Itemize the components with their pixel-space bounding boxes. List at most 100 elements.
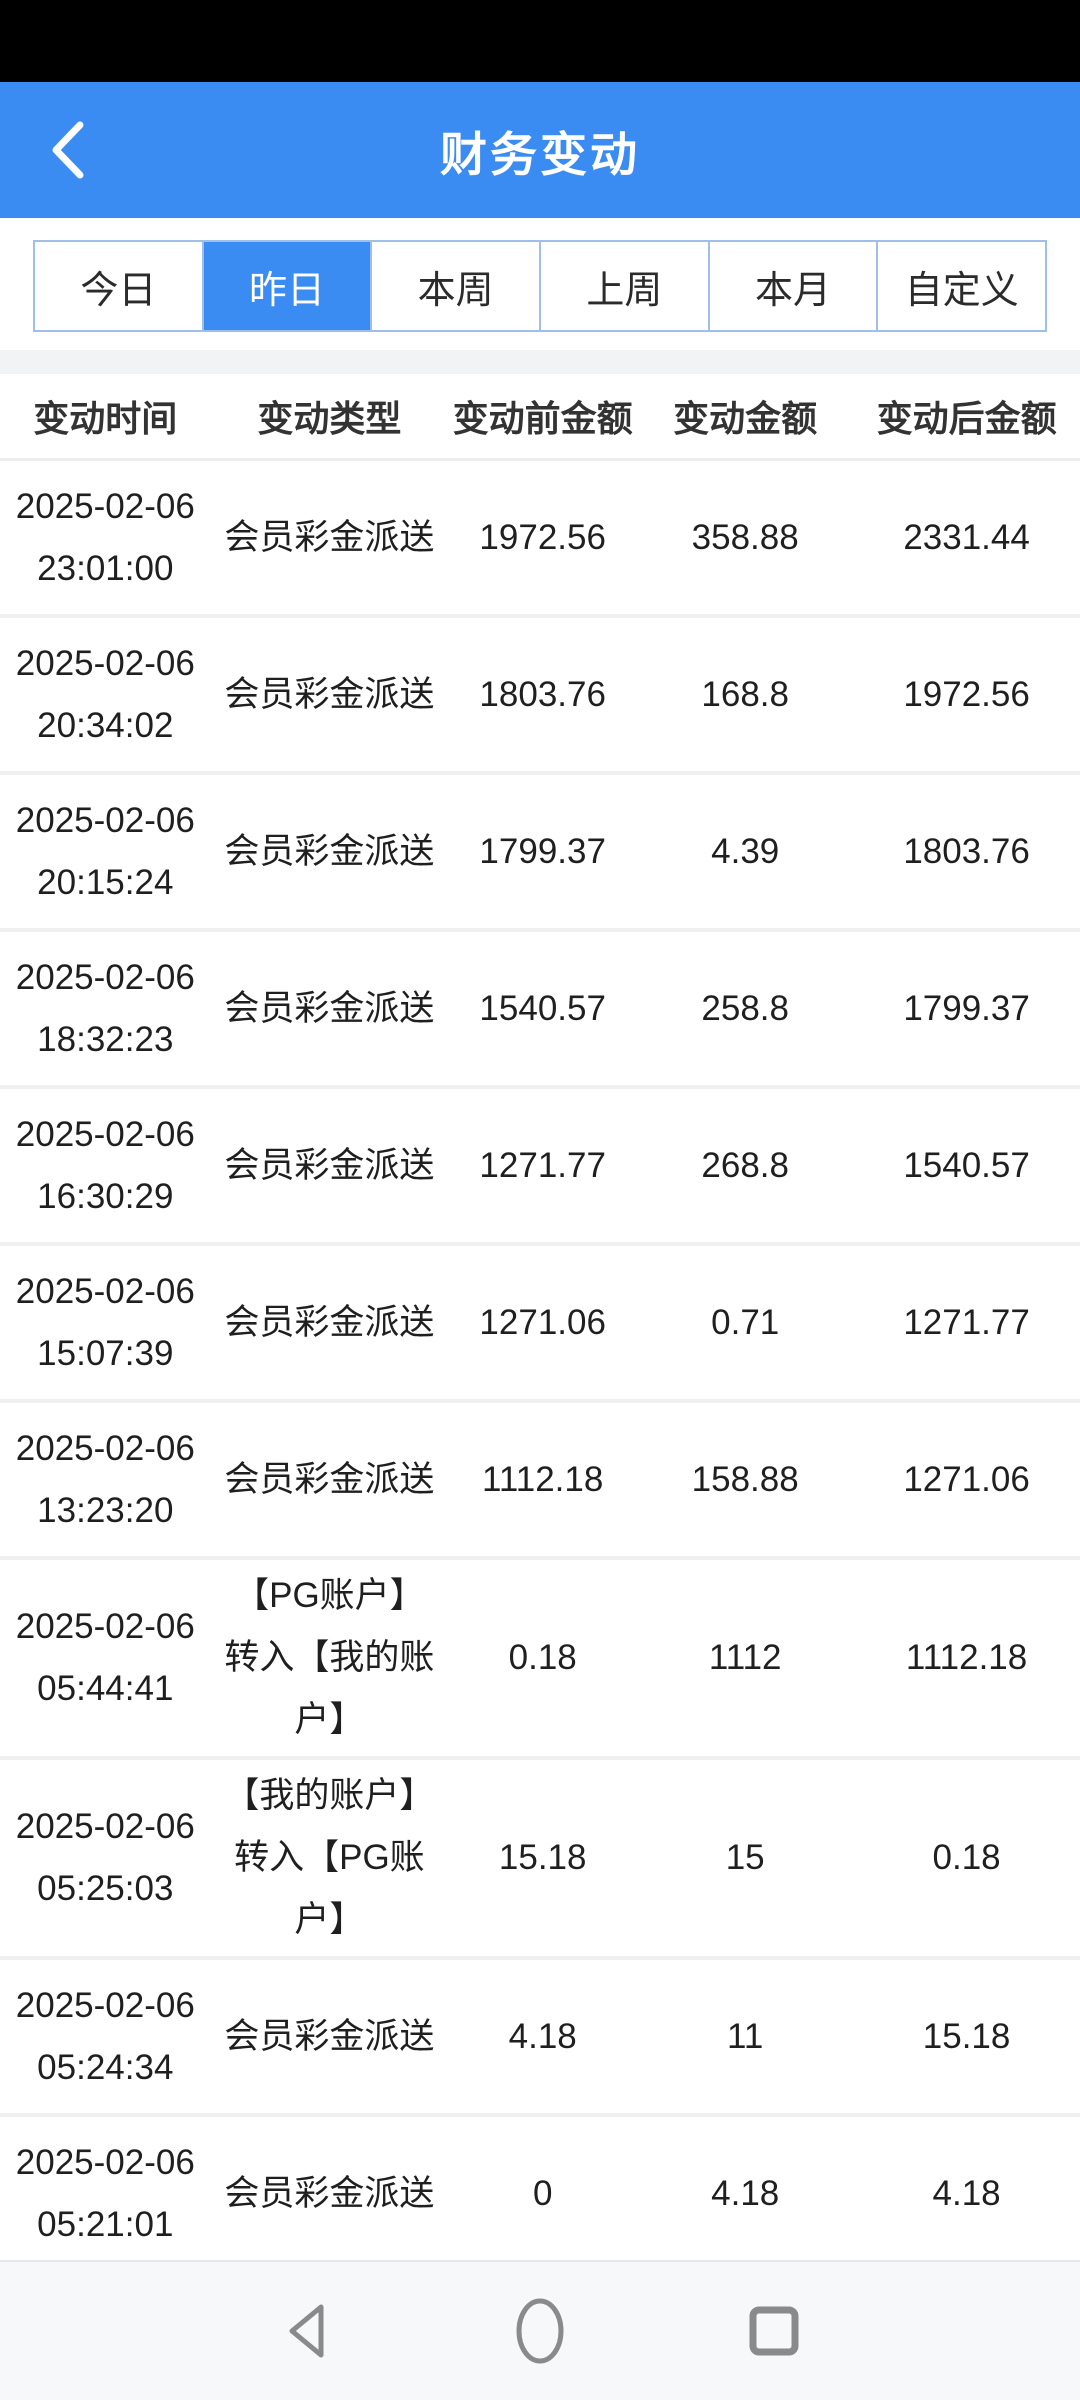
table-row: 2025-02-06 16:30:29 会员彩金派送 1271.77 268.8 1540…: [0, 1089, 1080, 1246]
cell-change-type: 会员彩金派送: [224, 2173, 435, 2213]
cell-after-amount: 0.18: [932, 1838, 1001, 1877]
cell-change-type: 会员彩金派送: [224, 674, 435, 714]
cell-before-amount: 1540.57: [479, 988, 606, 1028]
status-bar: [0, 0, 1080, 82]
row-time: 15:07:39: [37, 1333, 174, 1373]
app-header: 财务变动: [0, 82, 1080, 218]
tab-last-week[interactable]: 上周: [541, 242, 710, 330]
cell-change-type: 会员彩金派送: [224, 1459, 435, 1499]
tab-this-week[interactable]: 本周: [372, 242, 542, 330]
table-row: 2025-02-06 23:01:00 会员彩金派送 1972.56 358.88 233…: [0, 461, 1080, 618]
cell-before-amount: 1271.77: [479, 1145, 606, 1185]
table-header-row: 变动时间 变动类型 变动前金额 变动金额 变动后金额: [0, 374, 1080, 461]
column-header: 变动类型: [257, 398, 402, 439]
table-row: 2025-02-06 05:44:41 【PG账户】 转入【我的账 户】 0.18 11…: [0, 1560, 1080, 1760]
home-circle-icon: [516, 2298, 564, 2364]
cell-change-time: 2025-02-06 16:30:29: [0, 1104, 211, 1228]
cell-change-amount: 168.8: [701, 674, 789, 714]
row-date: 2025-02-06: [15, 957, 195, 997]
row-time: 05:24:34: [37, 2047, 174, 2087]
column-header: 变动前金额: [452, 398, 633, 439]
row-time: 20:34:02: [37, 705, 174, 745]
date-filter-tabs: 今日 昨日 本周 上周 本月 自定义: [33, 240, 1047, 332]
cell-before-amount: 1271.06: [479, 1302, 606, 1342]
section-divider: [0, 350, 1080, 374]
cell-change-time: 2025-02-06 18:32:23: [0, 947, 211, 1071]
row-time: 05:21:01: [37, 2204, 174, 2244]
cell-change-time: 2025-02-06 05:21:01: [0, 2132, 211, 2256]
row-time: 05:25:03: [37, 1869, 174, 1908]
table-row: 2025-02-06 20:15:24 会员彩金派送 1799.37 4.39 1803.…: [0, 775, 1080, 932]
cell-after-amount: 1803.76: [903, 831, 1030, 871]
row-date: 2025-02-06: [15, 1607, 195, 1646]
row-time: 16:30:29: [37, 1176, 174, 1216]
cell-after-amount: 1799.37: [903, 988, 1030, 1028]
cell-change-amount: 4.39: [711, 831, 780, 871]
cell-change-amount: 268.8: [701, 1145, 789, 1185]
cell-change-amount: 11: [727, 2016, 764, 2056]
nav-back-button[interactable]: [278, 2300, 334, 2362]
cell-before-amount: 1803.76: [479, 674, 606, 714]
row-time: 23:01:00: [37, 548, 174, 588]
transactions-table: 变动时间 变动类型 变动前金额 变动金额 变动后金额 2025-02-06 23:01:0…: [0, 374, 1080, 2274]
cell-change-type: 会员彩金派送: [224, 1145, 435, 1185]
cell-before-amount: 4.18: [508, 2016, 577, 2056]
cell-before-amount: 0.18: [508, 1638, 577, 1677]
cell-change-type: 会员彩金派送: [224, 1302, 435, 1342]
cell-change-time: 2025-02-06 20:15:24: [0, 790, 211, 914]
row-time: 05:44:41: [37, 1669, 174, 1708]
cell-before-amount: 1972.56: [479, 517, 606, 557]
cell-after-amount: 4.18: [932, 2173, 1001, 2213]
row-date: 2025-02-06: [15, 1985, 195, 2025]
table-row: 2025-02-06 20:34:02 会员彩金派送 1803.76 168.8 1972…: [0, 618, 1080, 775]
row-date: 2025-02-06: [15, 1271, 195, 1311]
cell-change-amount: 1112: [708, 1638, 782, 1677]
table-row: 2025-02-06 05:21:01 会员彩金派送 0 4.18 4.18: [0, 2117, 1080, 2274]
back-button[interactable]: [38, 111, 98, 189]
cell-change-type: 会员彩金派送: [224, 2016, 435, 2056]
row-time: 13:23:20: [37, 1490, 174, 1530]
cell-change-type: 【PG账户】 转入【我的账 户】: [224, 1576, 435, 1739]
tab-today[interactable]: 今日: [35, 242, 204, 330]
cell-change-time: 2025-02-06 05:25:03: [0, 1796, 211, 1920]
cell-after-amount: 15.18: [922, 2016, 1011, 2056]
tab-yesterday[interactable]: 昨日: [203, 242, 373, 330]
cell-change-amount: 158.88: [691, 1459, 799, 1499]
column-header: 变动时间: [33, 398, 178, 439]
table-row: 2025-02-06 15:07:39 会员彩金派送 1271.06 0.71 1271.…: [0, 1246, 1080, 1403]
row-time: 18:32:23: [37, 1019, 174, 1059]
cell-before-amount: 0: [532, 2173, 553, 2213]
cell-change-amount: 15: [725, 1838, 765, 1877]
row-date: 2025-02-06: [15, 2142, 195, 2182]
row-date: 2025-02-06: [15, 1428, 195, 1468]
row-time: 20:15:24: [37, 862, 174, 902]
tab-this-month[interactable]: 本月: [709, 242, 879, 330]
row-date: 2025-02-06: [15, 486, 195, 526]
cell-change-time: 2025-02-06 23:01:00: [0, 476, 211, 600]
row-date: 2025-02-06: [15, 800, 195, 840]
nav-recents-button[interactable]: [746, 2306, 802, 2356]
recents-square-icon: [749, 2306, 799, 2356]
cell-change-amount: 358.88: [691, 517, 799, 557]
cell-after-amount: 1271.06: [903, 1459, 1030, 1499]
cell-change-time: 2025-02-06 13:23:20: [0, 1418, 211, 1542]
table-row: 2025-02-06 05:25:03 【我的账户】 转入【PG账 户】 15.18 1…: [0, 1760, 1080, 1960]
nav-home-button[interactable]: [512, 2297, 568, 2365]
cell-change-time: 2025-02-06 05:24:34: [0, 1975, 211, 2099]
table-row: 2025-02-06 05:24:34 会员彩金派送 4.18 11 15.18: [0, 1960, 1080, 2117]
cell-change-amount: 258.8: [701, 988, 789, 1028]
cell-before-amount: 1112.18: [482, 1459, 604, 1499]
cell-change-type: 会员彩金派送: [224, 831, 435, 871]
cell-change-time: 2025-02-06 15:07:39: [0, 1261, 211, 1385]
cell-after-amount: 1271.77: [903, 1302, 1030, 1342]
row-date: 2025-02-06: [15, 1114, 195, 1154]
cell-change-time: 2025-02-06 05:44:41: [0, 1596, 211, 1720]
table-row: 2025-02-06 13:23:20 会员彩金派送 1112.18 158.88 127…: [0, 1403, 1080, 1560]
table-body: 2025-02-06 23:01:00 会员彩金派送 1972.56 358.88 233…: [0, 461, 1080, 2274]
cell-change-type: 会员彩金派送: [224, 517, 435, 557]
page-title: 财务变动: [440, 127, 640, 181]
cell-after-amount: 1112.18: [905, 1638, 1028, 1677]
tab-custom[interactable]: 自定义: [878, 242, 1046, 330]
column-header: 变动后金额: [876, 398, 1057, 439]
